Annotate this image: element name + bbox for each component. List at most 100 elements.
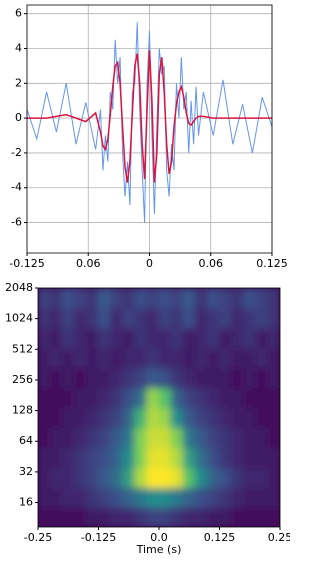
heatmap-cell	[61, 347, 75, 369]
heatmap-cell	[110, 288, 124, 309]
heatmap-cell	[98, 506, 112, 527]
heatmap-cell	[243, 387, 257, 409]
heatmap-cell	[110, 307, 124, 329]
heatmap-cell	[255, 467, 269, 489]
heatmap-cell	[146, 407, 160, 428]
y-tick-label: 32	[19, 465, 33, 478]
heatmap-cell	[134, 347, 148, 369]
figure: -6 -4 -2 0 2 4 6 -0.125 0.06 0 0.06 0.125 16 32 64 128…	[5, 4, 292, 556]
heatmap-cell	[158, 407, 172, 428]
heatmap-cell	[61, 367, 75, 389]
y-tick-label: 2	[15, 76, 22, 89]
heatmap-cell	[194, 367, 208, 389]
heatmap-cell	[206, 288, 220, 309]
heatmap-cell	[134, 487, 148, 508]
x-tick-label: -0.125	[81, 531, 116, 544]
heatmap-cell	[73, 426, 87, 449]
heatmap-cell	[243, 506, 257, 527]
heatmap-cell	[255, 407, 269, 428]
heatmap-cell	[243, 307, 257, 329]
heatmap-cell	[206, 307, 220, 329]
heatmap-cell	[158, 367, 172, 389]
heatmap-cell	[206, 387, 220, 409]
heatmap-cell	[122, 347, 136, 369]
heatmap-cell	[146, 426, 160, 449]
heatmap-cell	[38, 487, 51, 508]
heatmap-cell	[134, 307, 148, 329]
heatmap-cell	[194, 327, 208, 349]
heatmap-cell	[231, 327, 245, 349]
heatmap-cell	[61, 407, 75, 428]
heatmap-cell	[49, 367, 63, 389]
heatmap-cell	[194, 467, 208, 489]
heatmap-cell	[182, 347, 196, 369]
heatmap-cell	[38, 407, 51, 428]
x-tick-label: 0.125	[256, 257, 288, 270]
heatmap-cell	[194, 447, 208, 469]
heatmap-cell	[146, 288, 160, 309]
heatmap-cell	[267, 487, 280, 508]
heatmap-cell	[206, 506, 220, 527]
heatmap-cell	[134, 387, 148, 409]
heatmap-cell	[110, 347, 124, 369]
heatmap-cell	[231, 426, 245, 449]
heatmap-cell	[122, 387, 136, 409]
heatmap-cell	[122, 367, 136, 389]
heatmap-cells	[38, 288, 280, 527]
heatmap-cell	[170, 506, 184, 527]
heatmap-cell	[170, 387, 184, 409]
heatmap-cell	[110, 407, 124, 428]
heatmap-cell	[146, 447, 160, 469]
heatmap-cell	[231, 387, 245, 409]
heatmap-cell	[255, 506, 269, 527]
x-tick-label: 0.06	[199, 257, 224, 270]
heatmap-cell	[267, 307, 280, 329]
heatmap-cell	[243, 467, 257, 489]
heatmap-cell	[73, 387, 87, 409]
heatmap-cell	[146, 387, 160, 409]
heatmap-cell	[219, 347, 233, 369]
x-tick-label: -0.25	[24, 531, 52, 544]
heatmap-cell	[194, 426, 208, 449]
heatmap-cell	[267, 288, 280, 309]
heatmap-cell	[73, 347, 87, 369]
y-tick-label: 512	[12, 342, 33, 355]
heatmap-cell	[110, 426, 124, 449]
heatmap-cell	[146, 307, 160, 329]
heatmap-cell	[38, 506, 51, 527]
heatmap-cell	[255, 347, 269, 369]
heatmap-clip	[38, 288, 280, 527]
axes-frame	[26, 4, 273, 254]
heatmap-cell	[219, 387, 233, 409]
heatmap-cell	[194, 347, 208, 369]
heatmap-cell	[146, 327, 160, 349]
heatmap-cell	[61, 307, 75, 329]
heatmap-cell	[158, 467, 172, 489]
heatmap-cell	[170, 347, 184, 369]
heatmap-cell	[61, 327, 75, 349]
heatmap-cell	[206, 487, 220, 508]
heatmap-cell	[158, 447, 172, 469]
heatmap-cell	[49, 467, 63, 489]
heatmap-cell	[110, 387, 124, 409]
heatmap-cell	[231, 407, 245, 428]
heatmap-cell	[122, 506, 136, 527]
heatmap-cell	[182, 307, 196, 329]
heatmap-cell	[73, 506, 87, 527]
heatmap-cell	[206, 327, 220, 349]
heatmap-cell	[170, 307, 184, 329]
heatmap-cell	[73, 307, 87, 329]
bottom-axes: 16 32 64 128 256 512 1024 2048 -0.25 -0.125 0.0 0.1…	[5, 281, 292, 556]
y-tick-label: 16	[19, 496, 33, 509]
heatmap-cell	[85, 288, 99, 309]
heatmap-cell	[267, 367, 280, 389]
heatmap-cell	[38, 327, 51, 349]
heatmap-cell	[85, 407, 99, 428]
heatmap-cell	[170, 447, 184, 469]
heatmap-cell	[182, 447, 196, 469]
y-tick-label: 128	[12, 404, 33, 417]
heatmap-cell	[231, 467, 245, 489]
heatmap-cell	[61, 426, 75, 449]
heatmap-cell	[49, 387, 63, 409]
top-axes: -6 -4 -2 0 2 4 6 -0.125 0.06 0 0.06 0.125	[9, 4, 288, 270]
